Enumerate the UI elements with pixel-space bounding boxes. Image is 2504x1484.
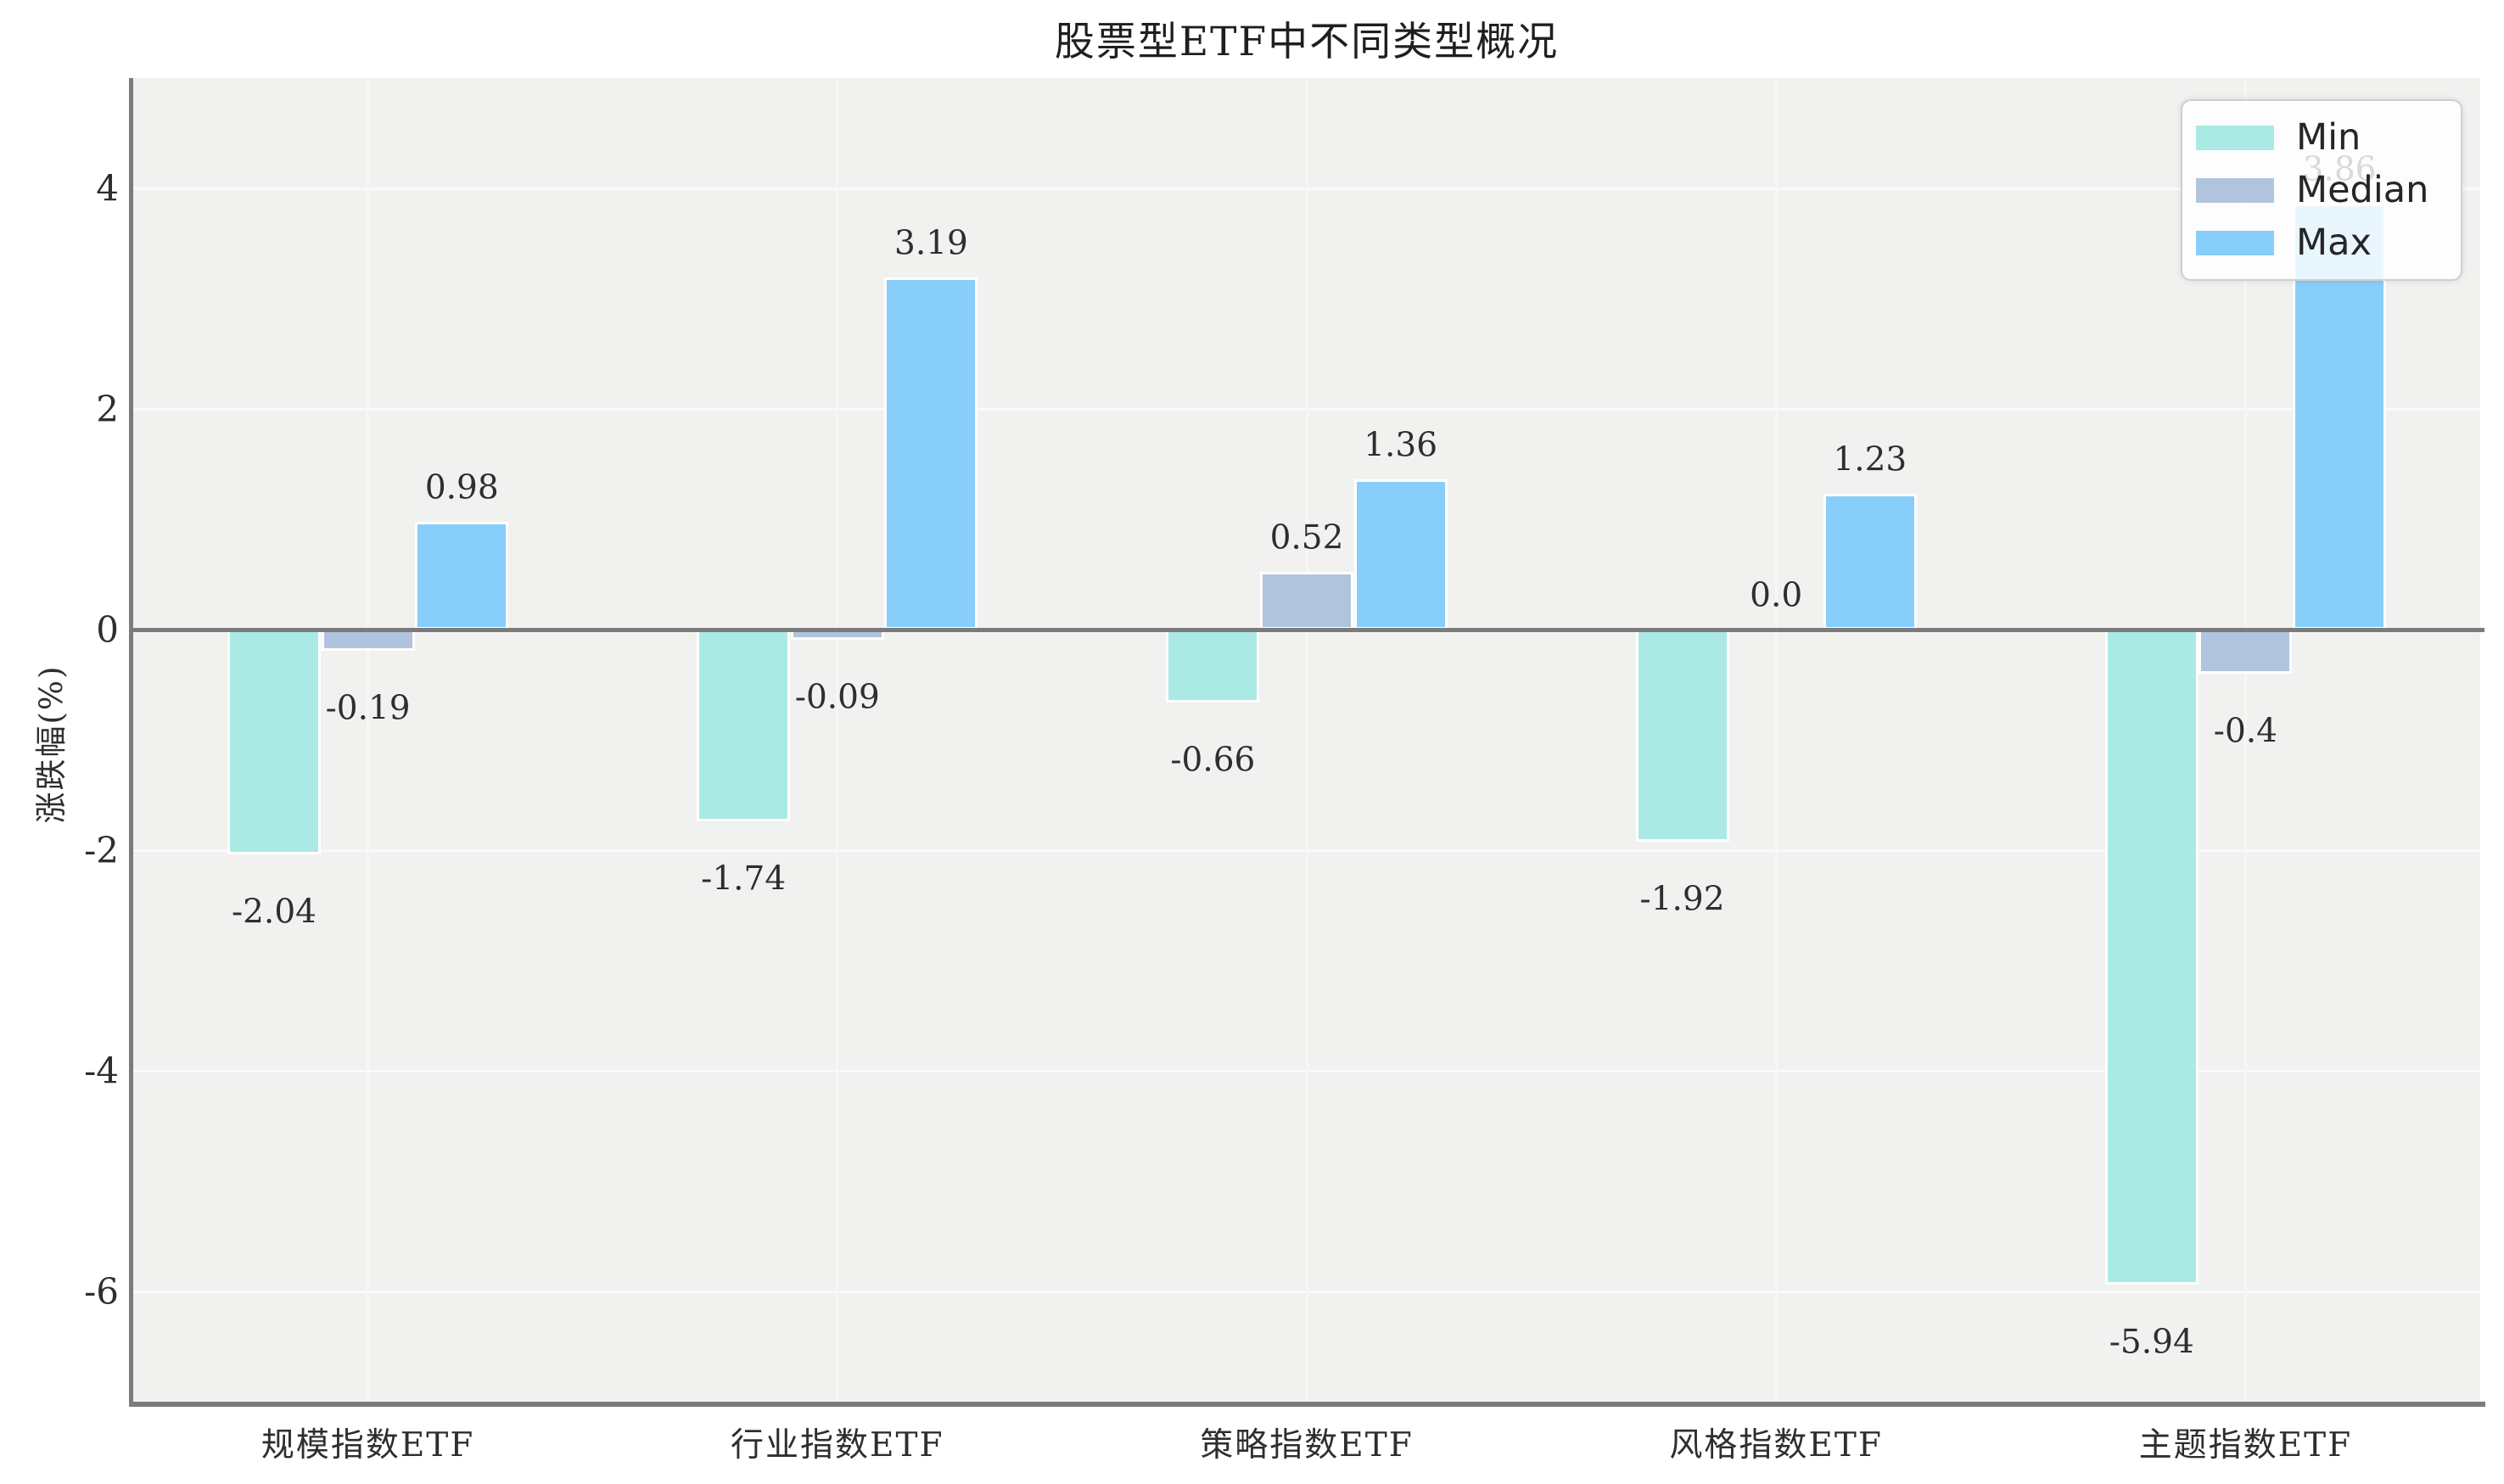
bar-max-1	[415, 521, 509, 630]
value-label-min-1: -2.04	[231, 893, 317, 932]
plot-area: -2.04 -1.74 -0.66 -1.92 -5.94 -0.19 -0.09 0.52 0…	[129, 78, 2484, 1402]
bar-max-2	[884, 277, 978, 630]
bar-max-4	[1823, 494, 1917, 630]
value-label-max-3: 1.36	[1364, 426, 1438, 465]
legend-swatch-median	[2196, 177, 2274, 203]
x-axis-spine	[129, 1402, 2485, 1407]
x-tick-label: 风格指数ETF	[1669, 1426, 1883, 1464]
y-tick-label: 0	[96, 608, 119, 651]
legend-swatch-max	[2196, 230, 2274, 255]
y-tick-label: -4	[84, 1050, 119, 1092]
bar-min-5	[2104, 630, 2199, 1285]
bar-median-3	[1260, 572, 1353, 630]
legend-item-max: Max	[2196, 221, 2447, 264]
bar-min-1	[227, 630, 321, 855]
bar-median-5	[2199, 630, 2293, 674]
gridline-vertical	[1305, 78, 1308, 1402]
gridline-vertical	[367, 78, 370, 1402]
bar-min-4	[1635, 630, 1729, 842]
legend: Min Median Max	[2181, 99, 2462, 281]
legend-label-median: Median	[2296, 168, 2429, 211]
bar-median-1	[321, 630, 415, 651]
value-label-max-1: 0.98	[424, 468, 499, 507]
x-tick-label: 策略指数ETF	[1200, 1426, 1414, 1464]
bar-min-3	[1166, 630, 1260, 703]
gridline-vertical	[1774, 78, 1778, 1402]
value-label-median-5: -0.4	[2213, 712, 2277, 751]
legend-label-max: Max	[2296, 221, 2372, 264]
value-label-max-4: 1.23	[1833, 440, 1907, 479]
value-label-min-4: -1.92	[1639, 880, 1725, 919]
value-label-min-5: -5.94	[2109, 1323, 2194, 1362]
y-tick-label: 4	[96, 167, 119, 210]
value-label-min-3: -0.66	[1170, 741, 1256, 780]
legend-swatch-min	[2196, 125, 2274, 150]
value-label-median-1: -0.19	[325, 689, 411, 728]
value-label-median-2: -0.09	[794, 678, 880, 717]
y-axis-label: 涨跌幅(%)	[33, 664, 70, 824]
value-label-max-2: 3.19	[894, 224, 968, 263]
bar-max-3	[1353, 479, 1448, 630]
y-tick-label: 2	[96, 388, 119, 430]
gridline-vertical	[836, 78, 839, 1402]
legend-item-min: Min	[2196, 115, 2447, 159]
x-tick-label: 主题指数ETF	[2138, 1426, 2353, 1464]
y-tick-label: -6	[84, 1270, 119, 1313]
x-tick-label: 行业指数ETF	[731, 1426, 944, 1464]
y-tick-label: -2	[84, 829, 119, 871]
x-tick-label: 规模指数ETF	[260, 1426, 475, 1464]
zero-axis-line	[129, 627, 2484, 632]
value-label-median-3: 0.52	[1269, 518, 1344, 557]
value-label-median-4: 0.0	[1750, 576, 1803, 615]
chart-title: 股票型ETF中不同类型概况	[1054, 19, 1560, 65]
legend-item-median: Median	[2196, 168, 2447, 211]
bar-min-2	[697, 630, 791, 822]
value-label-min-2: -1.74	[701, 860, 787, 899]
y-axis-spine	[129, 78, 133, 1406]
legend-label-min: Min	[2296, 115, 2361, 159]
gridline-vertical	[2244, 78, 2247, 1402]
